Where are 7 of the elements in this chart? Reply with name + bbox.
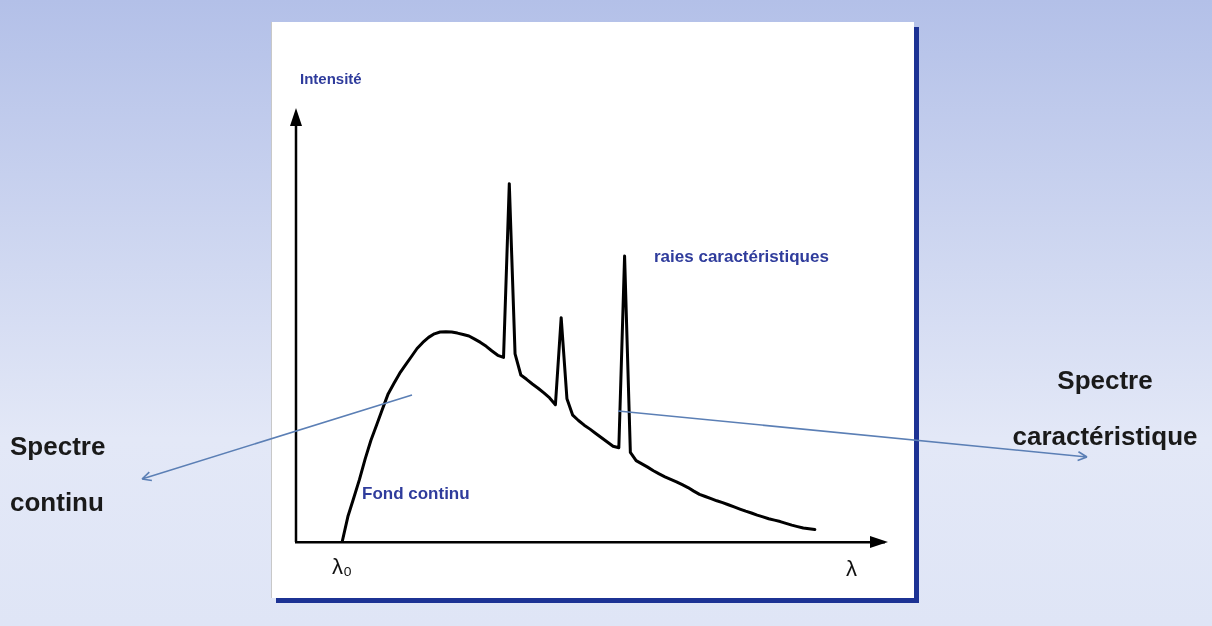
annotation: raies caractéristiques <box>654 247 829 267</box>
annotation: Fond continu <box>362 484 470 504</box>
x-axis-title: λ <box>846 556 857 582</box>
text: λ₀ <box>332 554 353 580</box>
text: Intensité <box>300 70 362 87</box>
text: Spectre caractéristique <box>1011 364 1199 453</box>
text: Spectre continu <box>10 430 107 519</box>
